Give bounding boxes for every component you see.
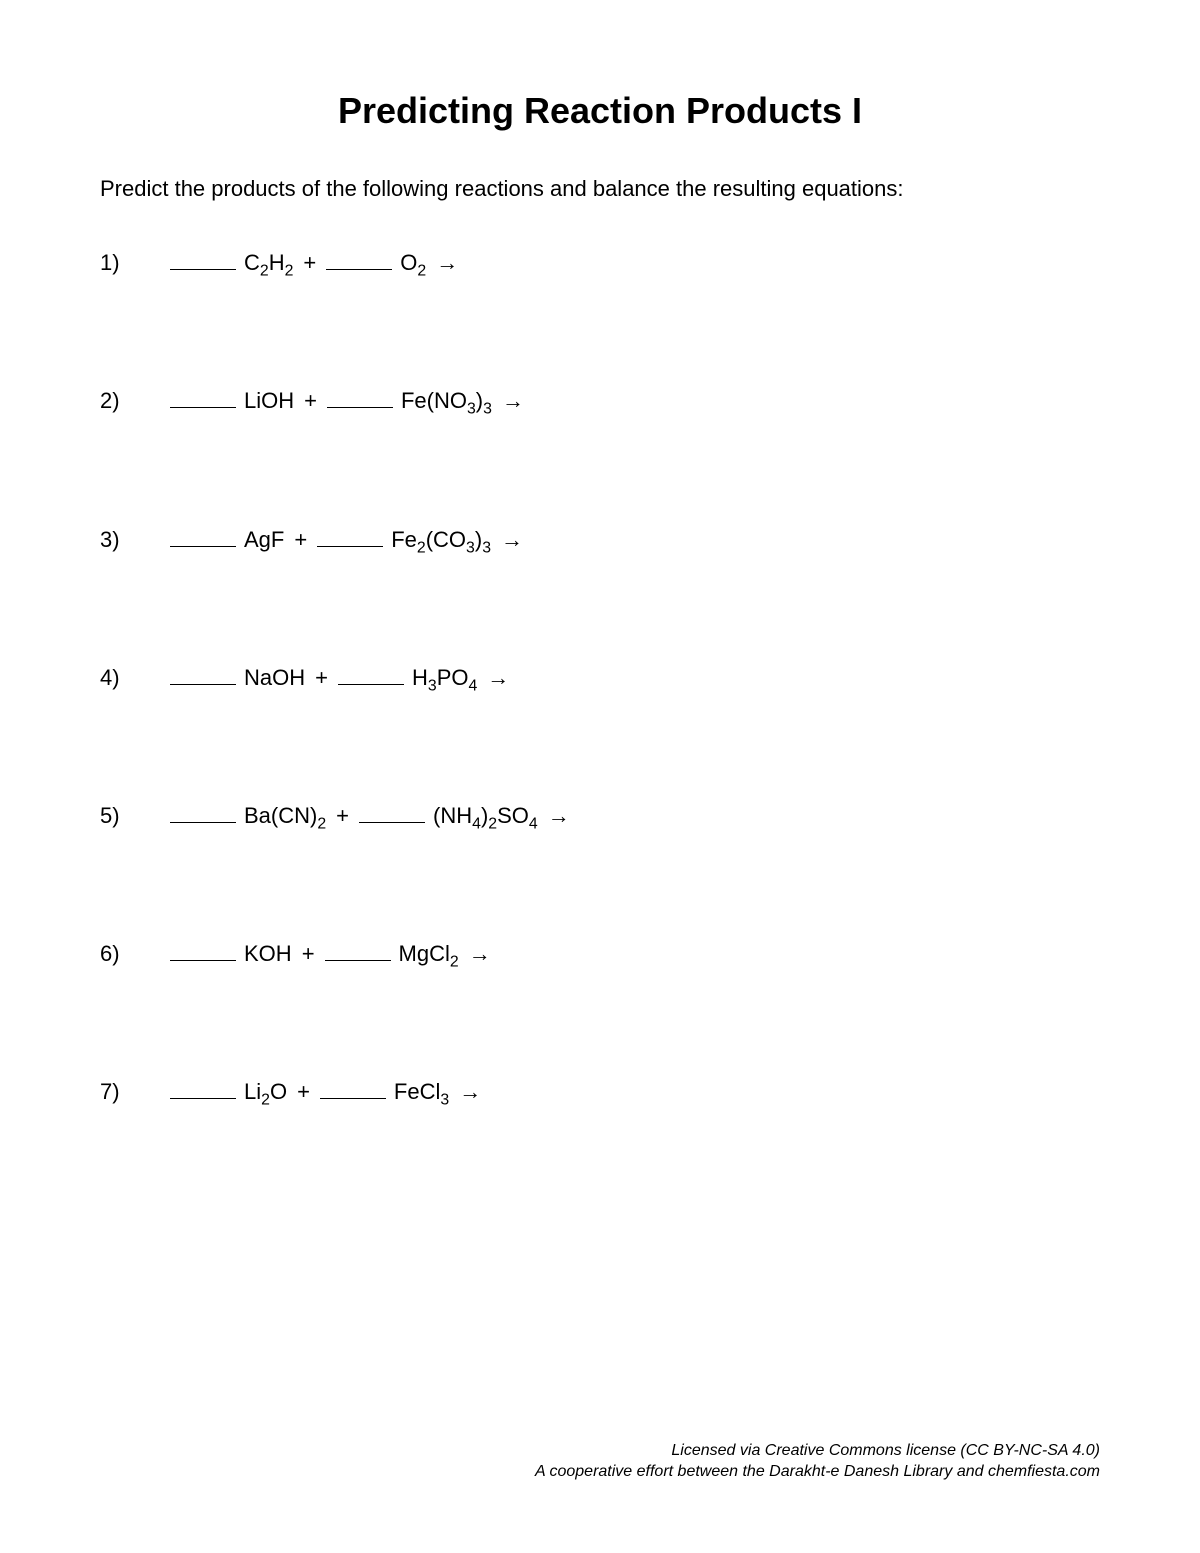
reactant-1: LiOH: [244, 388, 294, 414]
reactant-1: C2H2: [244, 250, 293, 276]
problems-list: 1) C2H2 + O2 → 2) LiOH + Fe(NO3)3 → 3): [100, 246, 1100, 1105]
arrow-icon: →: [469, 941, 491, 967]
problem-number: 2): [100, 388, 170, 414]
problem-number: 3): [100, 527, 170, 553]
coefficient-blank[interactable]: [359, 799, 425, 823]
coefficient-blank[interactable]: [170, 384, 236, 408]
plus-sign: +: [297, 1079, 310, 1105]
worksheet-page: Predicting Reaction Products I Predict t…: [0, 0, 1200, 1553]
reactant-1: NaOH: [244, 665, 305, 691]
problem-row: 6) KOH + MgCl2 →: [100, 937, 1100, 967]
coefficient-blank[interactable]: [170, 246, 236, 270]
problem-row: 4) NaOH + H3PO4 →: [100, 661, 1100, 691]
attribution-line: A cooperative effort between the Darakht…: [535, 1461, 1100, 1483]
coefficient-blank[interactable]: [338, 661, 404, 685]
problem-row: 3) AgF + Fe2(CO3)3 →: [100, 522, 1100, 552]
plus-sign: +: [315, 665, 328, 691]
reactant-1: Li2O: [244, 1079, 287, 1105]
equation: Li2O + FeCl3 →: [170, 1075, 481, 1105]
problem-row: 1) C2H2 + O2 →: [100, 246, 1100, 276]
coefficient-blank[interactable]: [327, 384, 393, 408]
footer: Licensed via Creative Commons license (C…: [535, 1440, 1100, 1483]
coefficient-blank[interactable]: [317, 522, 383, 546]
plus-sign: +: [302, 941, 315, 967]
reactant-2: Fe(NO3)3: [401, 388, 492, 414]
equation: AgF + Fe2(CO3)3 →: [170, 522, 523, 552]
problem-row: 5) Ba(CN)2 + (NH4)2SO4 →: [100, 799, 1100, 829]
reactant-2: Fe2(CO3)3: [391, 527, 491, 553]
arrow-icon: →: [501, 527, 523, 553]
equation: NaOH + H3PO4 →: [170, 661, 509, 691]
problem-number: 1): [100, 250, 170, 276]
coefficient-blank[interactable]: [170, 522, 236, 546]
arrow-icon: →: [502, 388, 524, 414]
equation: KOH + MgCl2 →: [170, 937, 491, 967]
reactant-1: AgF: [244, 527, 284, 553]
license-line: Licensed via Creative Commons license (C…: [535, 1440, 1100, 1462]
equation: Ba(CN)2 + (NH4)2SO4 →: [170, 799, 570, 829]
problem-number: 5): [100, 803, 170, 829]
page-title: Predicting Reaction Products I: [100, 90, 1100, 132]
arrow-icon: →: [436, 250, 458, 276]
reactant-2: O2: [400, 250, 426, 276]
problem-number: 7): [100, 1079, 170, 1105]
arrow-icon: →: [459, 1079, 481, 1105]
reactant-2: H3PO4: [412, 665, 477, 691]
equation: C2H2 + O2 →: [170, 246, 458, 276]
coefficient-blank[interactable]: [326, 246, 392, 270]
plus-sign: +: [336, 803, 349, 829]
reactant-2: MgCl2: [399, 941, 459, 967]
instructions-text: Predict the products of the following re…: [100, 176, 1100, 202]
problem-number: 4): [100, 665, 170, 691]
reactant-2: (NH4)2SO4: [433, 803, 538, 829]
coefficient-blank[interactable]: [170, 661, 236, 685]
problem-row: 2) LiOH + Fe(NO3)3 →: [100, 384, 1100, 414]
problem-row: 7) Li2O + FeCl3 →: [100, 1075, 1100, 1105]
coefficient-blank[interactable]: [320, 1075, 386, 1099]
reactant-2: FeCl3: [394, 1079, 449, 1105]
reactant-1: Ba(CN)2: [244, 803, 326, 829]
arrow-icon: →: [487, 665, 509, 691]
equation: LiOH + Fe(NO3)3 →: [170, 384, 524, 414]
plus-sign: +: [304, 388, 317, 414]
arrow-icon: →: [548, 803, 570, 829]
reactant-1: KOH: [244, 941, 292, 967]
coefficient-blank[interactable]: [325, 937, 391, 961]
plus-sign: +: [303, 250, 316, 276]
coefficient-blank[interactable]: [170, 937, 236, 961]
coefficient-blank[interactable]: [170, 799, 236, 823]
plus-sign: +: [294, 527, 307, 553]
coefficient-blank[interactable]: [170, 1075, 236, 1099]
problem-number: 6): [100, 941, 170, 967]
